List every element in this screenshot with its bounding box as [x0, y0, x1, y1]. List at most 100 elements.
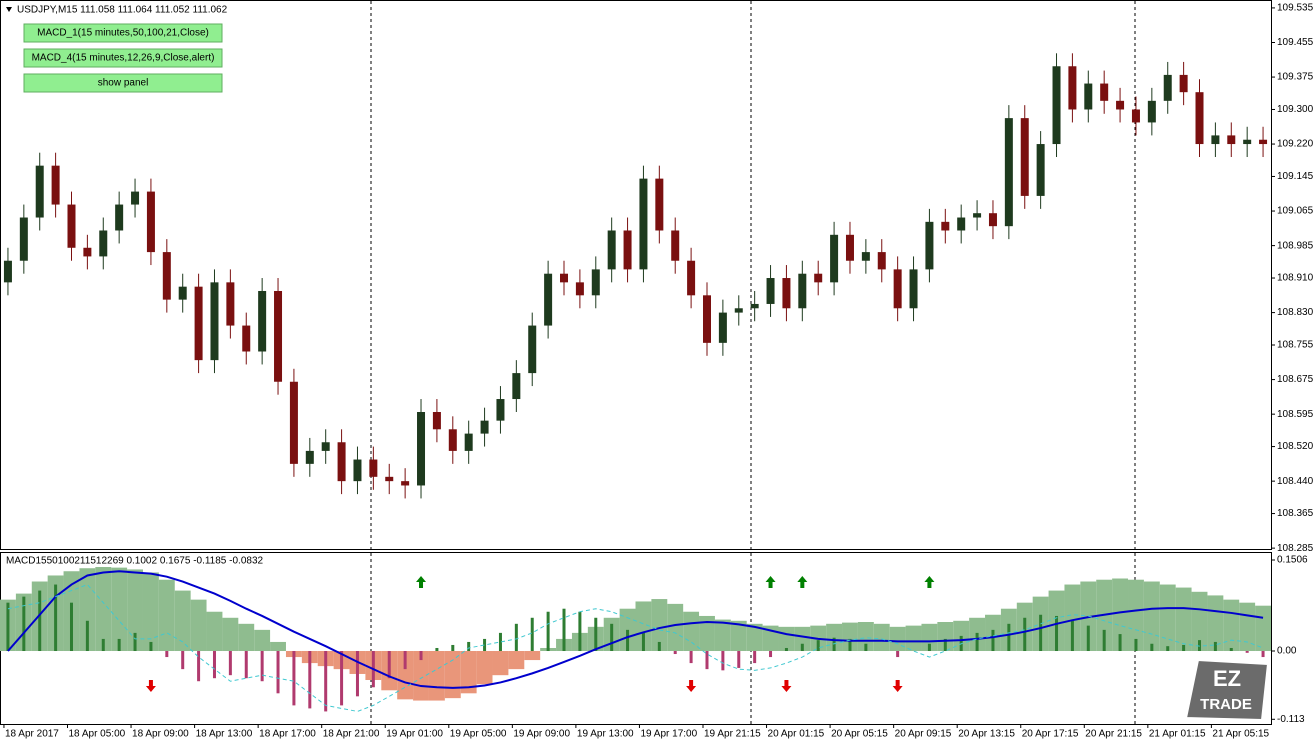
area-bars: [444, 651, 461, 699]
thin-bars: [244, 651, 248, 679]
area-bars: [714, 619, 731, 652]
thin-bars: [419, 651, 423, 661]
thin-bars: [689, 651, 693, 664]
thin-bars: [387, 651, 391, 679]
y-tick-label: 0.1506: [1277, 555, 1308, 566]
x-tick-label: 21 Apr 01:15: [1149, 729, 1206, 740]
logo: EZ TRADE: [1184, 658, 1270, 722]
candle-body: [702, 295, 711, 343]
thin-bars: [451, 644, 455, 652]
buy-arrow: [765, 576, 776, 588]
area-bars: [1159, 584, 1176, 652]
area-bars: [826, 623, 843, 652]
x-tick-label: 20 Apr 05:15: [831, 729, 888, 740]
button-bg[interactable]: [23, 48, 223, 68]
button-label[interactable]: show panel: [98, 78, 149, 89]
x-tick-label: 20 Apr 13:15: [958, 729, 1015, 740]
area-bars: [1207, 595, 1224, 652]
sell-arrow: [686, 680, 697, 692]
candle-body: [1068, 66, 1077, 110]
candle-body: [448, 429, 457, 451]
thin-bars: [1229, 647, 1233, 652]
candle-body: [162, 252, 171, 300]
x-tick-label: 18 Apr 09:00: [132, 729, 189, 740]
area-bars: [95, 567, 112, 652]
thin-bars: [626, 629, 630, 652]
thin-bars: [181, 651, 185, 670]
thin-bars: [1055, 615, 1059, 652]
y-tick-label: 108.830: [1277, 307, 1314, 318]
candle-body: [242, 325, 251, 352]
thin-bars: [832, 637, 836, 652]
thin-bars: [197, 651, 201, 682]
thin-bars: [737, 651, 741, 668]
x-tick-label: 20 Apr 17:15: [1022, 729, 1079, 740]
candle-body: [1211, 135, 1220, 145]
thin-bars: [38, 590, 42, 652]
thin-bars: [133, 632, 137, 652]
candle-body: [19, 217, 28, 261]
dashed-line: [7, 583, 1264, 712]
sell-arrow: [892, 680, 903, 692]
area-bars: [397, 651, 414, 700]
area-bars: [667, 603, 684, 652]
y-tick-label: 108.520: [1277, 441, 1314, 452]
y-tick-label: 109.455: [1277, 37, 1314, 48]
candle-body: [496, 399, 505, 421]
thin-bars: [641, 632, 645, 652]
thin-bars: [212, 651, 216, 679]
button[interactable]: MACD_4(15 minutes,12,26,9,Close,alert): [23, 48, 223, 68]
thin-bars: [769, 651, 773, 658]
candle-body: [305, 450, 314, 464]
area-bars: [508, 651, 525, 670]
thin-bars: [260, 651, 264, 682]
thin-bars: [403, 651, 407, 670]
candle-body: [1004, 118, 1013, 227]
thin-bars: [610, 623, 614, 652]
button-bg[interactable]: [23, 23, 223, 43]
thin-bars: [165, 651, 169, 658]
thin-bars: [1198, 640, 1202, 652]
candle-body: [512, 373, 521, 400]
thin-bars: [991, 629, 995, 652]
thin-bars: [435, 647, 439, 652]
thin-bars: [6, 602, 10, 652]
y-tick-label: 108.440: [1277, 476, 1314, 487]
thin-bars: [498, 632, 502, 652]
area-bars: [476, 651, 493, 685]
candle-body: [687, 260, 696, 296]
area-bars: [683, 611, 700, 652]
candle-body: [591, 269, 600, 296]
area-bars: [1255, 605, 1271, 652]
thin-bars: [149, 641, 153, 652]
candle-body: [861, 252, 870, 261]
area-bars: [158, 579, 175, 652]
buy-arrow: [924, 576, 935, 588]
thin-bars: [721, 651, 725, 671]
button[interactable]: MACD_1(15 minutes,50,100,21,Close): [23, 23, 223, 43]
button-label[interactable]: MACD_4(15 minutes,12,26,9,Close,alert): [32, 53, 215, 64]
button-bg[interactable]: [23, 73, 223, 93]
candle-body: [194, 286, 203, 361]
sell-arrow: [781, 680, 792, 692]
logo-text: EZ: [1213, 666, 1241, 691]
logo-text: TRADE: [1200, 696, 1252, 713]
thin-bars: [54, 584, 58, 652]
candle-body: [877, 252, 886, 270]
candle-body: [1131, 109, 1140, 123]
candle-body: [766, 278, 775, 304]
candle-body: [1179, 74, 1188, 93]
candle-body: [1195, 92, 1204, 145]
y-tick-label: 108.285: [1277, 543, 1314, 554]
button-label[interactable]: MACD_1(15 minutes,50,100,21,Close): [37, 28, 209, 39]
area-bars: [651, 599, 668, 652]
area-bars: [1128, 579, 1144, 652]
candle-body: [623, 230, 632, 270]
candle-body: [671, 230, 680, 261]
thin-bars: [816, 640, 820, 652]
x-tick-label: 18 Apr 17:00: [259, 729, 316, 740]
candle-body: [3, 260, 12, 283]
candle-body: [1084, 83, 1093, 110]
button[interactable]: show panel: [23, 73, 223, 93]
area-bars: [873, 623, 890, 652]
